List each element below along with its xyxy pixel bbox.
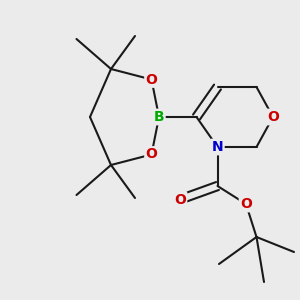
Text: O: O	[174, 193, 186, 206]
Text: O: O	[240, 197, 252, 211]
Text: B: B	[154, 110, 164, 124]
Text: O: O	[146, 73, 158, 86]
Text: O: O	[267, 110, 279, 124]
Text: O: O	[146, 148, 158, 161]
Text: N: N	[212, 140, 223, 154]
